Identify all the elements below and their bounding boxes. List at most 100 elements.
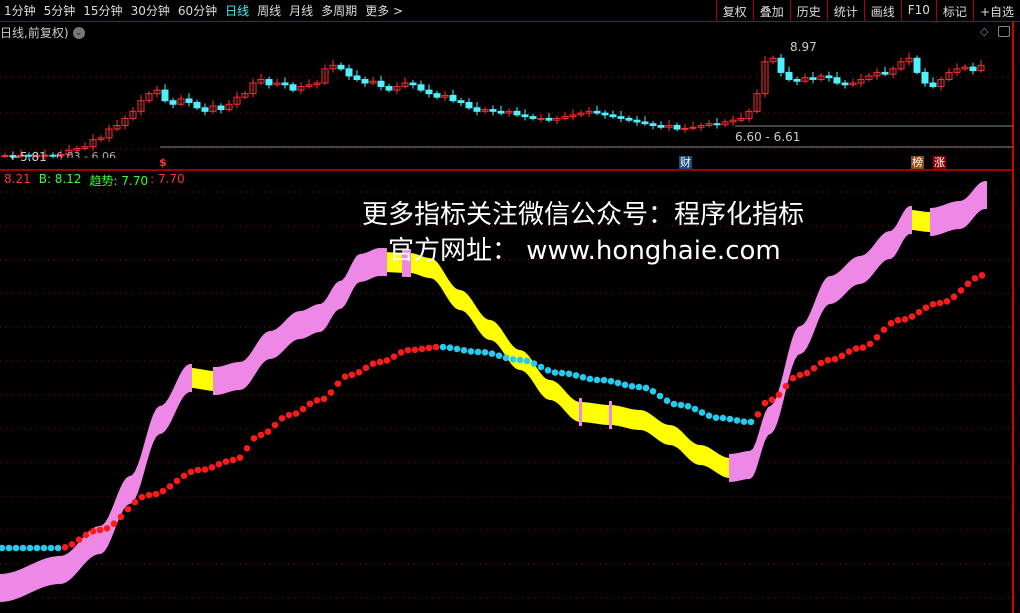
trend-band-segment: [309, 306, 312, 337]
trend-line-dot: [306, 400, 314, 408]
trend-band-segment: [453, 285, 456, 309]
candle-body: [145, 93, 153, 102]
trend-band-segment: [861, 254, 864, 284]
trend-line-dot: [348, 371, 356, 379]
chevron-down-icon[interactable]: ⌄: [72, 26, 85, 39]
candle-body: [929, 82, 937, 88]
tool-button[interactable]: 复权: [715, 0, 753, 22]
period-tab[interactable]: 多周期: [321, 4, 358, 18]
trend-band-segment: [402, 248, 405, 277]
trend-band-segment: [204, 369, 207, 391]
trend-band-segment: [600, 404, 603, 425]
candle-body: [329, 64, 337, 70]
tool-button[interactable]: 画线: [863, 0, 901, 22]
trend-line-dot: [810, 364, 818, 372]
period-tab[interactable]: 1分钟: [4, 4, 36, 18]
period-tab[interactable]: 月线: [289, 4, 314, 18]
rank-marker[interactable]: 榜: [911, 156, 924, 169]
diamond-icon[interactable]: ◇: [980, 25, 989, 38]
trend-band-segment: [0, 573, 3, 602]
trend-band-segment: [834, 273, 837, 304]
trend-line-dot: [831, 355, 839, 363]
trend-band-segment: [849, 259, 852, 290]
trend-band-segment: [141, 444, 144, 484]
high-price-label: 8.97: [790, 40, 817, 54]
trend-line-dot: [334, 380, 342, 387]
tool-button[interactable]: F10: [900, 0, 936, 22]
trend-band-segment: [162, 403, 165, 434]
candle-body: [113, 124, 121, 130]
candle-body: [697, 124, 705, 128]
tool-button[interactable]: 标记: [935, 0, 973, 22]
tool-button[interactable]: 历史: [789, 0, 827, 22]
trend-band-segment: [492, 320, 495, 343]
trend-band-segment: [231, 362, 234, 392]
trend-band-segment: [885, 231, 888, 261]
trend-band-segment: [333, 283, 336, 316]
trend-band-segment: [228, 363, 231, 393]
tool-button[interactable]: 统计: [826, 0, 864, 22]
trend-line-dot: [40, 544, 48, 552]
trend-band-segment: [549, 379, 552, 401]
trend-line-dot: [313, 397, 321, 404]
panel-toggle-icon[interactable]: [998, 26, 1010, 37]
limit-up-marker[interactable]: 涨: [933, 156, 946, 169]
trend-band-segment: [36, 560, 39, 591]
trend-band-segment: [345, 271, 348, 306]
trend-band-segment: [90, 528, 93, 559]
period-tab[interactable]: 更多 >: [365, 4, 404, 18]
period-tab[interactable]: 5分钟: [43, 4, 76, 18]
chart-subtitle[interactable]: 日线,前复权) ⌄: [0, 24, 85, 41]
trend-band-segment: [915, 210, 918, 231]
trend-band-segment: [672, 425, 675, 447]
trend-band-segment: [156, 406, 159, 438]
trend-band-segment: [699, 444, 702, 466]
trend-line-dot: [593, 376, 601, 384]
trend-line-dot: [208, 464, 216, 471]
period-tab[interactable]: 周线: [257, 4, 282, 18]
trend-band-segment: [39, 559, 42, 589]
trend-band-segment: [678, 428, 681, 451]
trend-band-segment: [705, 445, 708, 468]
trend-band-segment: [735, 452, 738, 482]
trend-line-dot: [264, 428, 272, 435]
trend-band-segment: [75, 543, 78, 575]
candle-body: [89, 139, 97, 148]
trend-line-dot: [418, 345, 426, 353]
period-tab[interactable]: 60分钟: [177, 4, 218, 18]
period-tab[interactable]: 30分钟: [130, 4, 170, 18]
trend-band-segment: [825, 276, 828, 308]
trend-band-segment: [639, 409, 642, 431]
trend-band-segment: [867, 249, 870, 281]
trend-line-dot: [796, 371, 804, 379]
trend-band-segment: [969, 191, 972, 224]
trend-band-segment: [342, 277, 345, 309]
tool-button[interactable]: 叠加: [752, 0, 790, 22]
dollar-marker[interactable]: $: [159, 156, 167, 169]
indicator-legend: 8.21 B: 8.12 趋势: 7.70 : 7.70: [4, 172, 185, 189]
period-tab[interactable]: 日线: [225, 4, 250, 18]
candle-body: [673, 124, 681, 130]
tool-button[interactable]: +自选: [972, 0, 1020, 22]
candle-body: [169, 100, 177, 105]
period-tab[interactable]: 15分钟: [83, 4, 123, 18]
candle-body: [801, 77, 809, 82]
trend-band-segment: [432, 258, 435, 281]
candle-body: [233, 96, 241, 105]
trend-band-segment: [30, 563, 33, 593]
trend-line-dot: [453, 345, 461, 353]
trend-band-segment: [15, 570, 18, 600]
candle-body: [705, 123, 713, 126]
finance-marker[interactable]: 财: [679, 156, 692, 169]
trend-band-segment: [876, 238, 879, 271]
candle-body: [545, 117, 553, 121]
trend-band-segment: [486, 318, 489, 340]
trend-band-segment: [663, 423, 666, 445]
trend-band-segment: [330, 287, 333, 321]
candle-body: [153, 89, 161, 95]
trend-band-segment: [936, 206, 939, 236]
trend-line-dot: [82, 531, 90, 539]
trend-line-dot: [33, 544, 41, 552]
trend-line-dot: [117, 513, 125, 521]
